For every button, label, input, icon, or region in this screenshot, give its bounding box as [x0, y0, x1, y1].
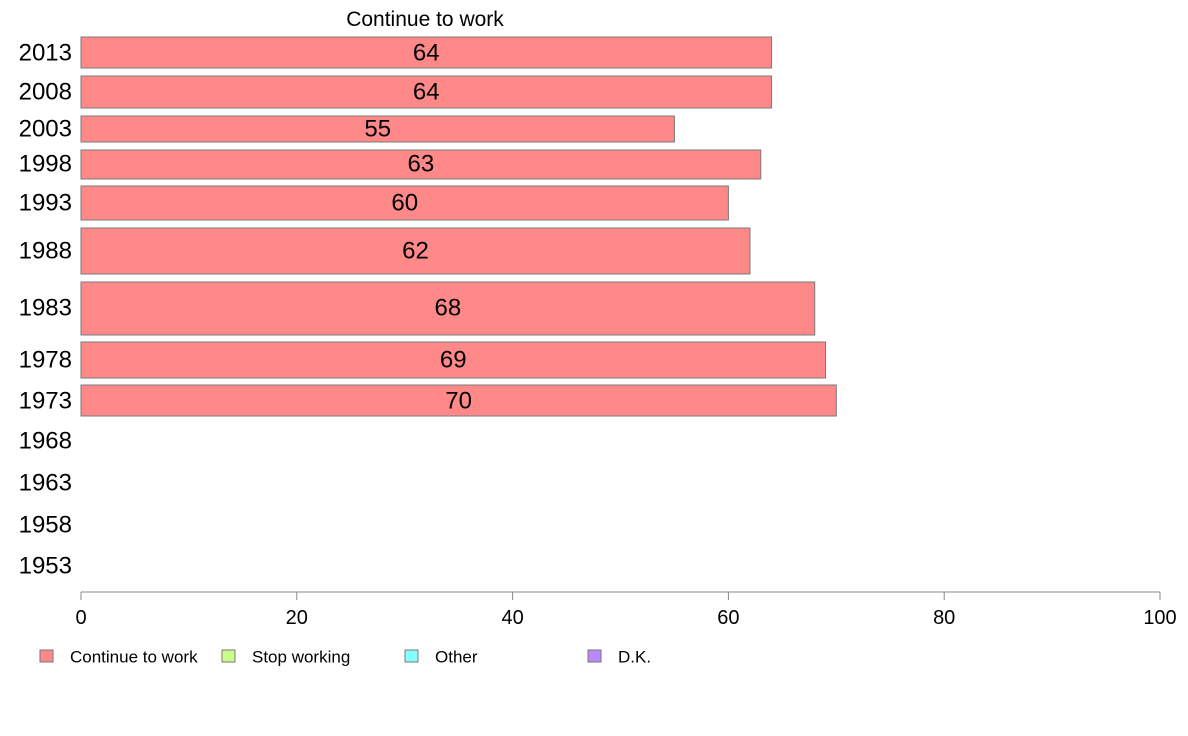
x-tick-label: 80: [933, 607, 955, 629]
bar: [80, 281, 816, 336]
bar-value-label: 69: [440, 347, 467, 374]
bar: [80, 185, 729, 221]
legend-swatch: [221, 649, 236, 663]
bar-value-label: 60: [391, 190, 418, 217]
category-label: 1968: [19, 428, 72, 455]
legend-label: D.K.: [618, 648, 651, 667]
category-label: 2003: [19, 116, 72, 143]
legend: Continue to work Stop working Other D.K.: [39, 648, 651, 667]
category-label: 1973: [19, 388, 72, 415]
category-label: 1993: [19, 190, 72, 217]
x-tick-label: 0: [75, 607, 86, 629]
category-label: 1963: [19, 470, 72, 497]
category-label: 2013: [19, 40, 72, 67]
bar-value-label: 70: [445, 388, 472, 415]
bar-value-label: 64: [413, 40, 440, 67]
category-label: 1988: [19, 238, 72, 265]
x-tick-label: 100: [1143, 607, 1176, 629]
category-label: 1998: [19, 151, 72, 178]
bars-group: 64 64 55 63 60 62 68 69 70: [80, 36, 837, 417]
x-tick-label: 20: [286, 607, 308, 629]
bar: [80, 75, 773, 109]
bar: [80, 36, 773, 69]
legend-label: Stop working: [252, 648, 350, 667]
panel-title: Continue to work: [346, 8, 504, 31]
legend-label: Continue to work: [70, 648, 198, 667]
legend-swatch: [404, 649, 419, 663]
x-tick-label: 40: [501, 607, 523, 629]
bar-value-label: 55: [364, 116, 391, 143]
category-label: 1978: [19, 347, 72, 374]
bar: [80, 384, 837, 417]
legend-label: Other: [435, 648, 478, 667]
category-label: 2008: [19, 79, 72, 106]
bar: [80, 227, 751, 275]
category-label: 1983: [19, 295, 72, 322]
category-labels: 2013 2008 2003 1998 1993 1988 1983 1978 1973 1968…: [19, 40, 72, 580]
legend-swatch: [39, 649, 54, 663]
bar: [80, 341, 827, 379]
bar: [80, 149, 762, 180]
bar-value-label: 62: [402, 238, 429, 265]
x-tick-label: 60: [717, 607, 739, 629]
bar-value-label: 68: [435, 295, 462, 322]
x-axis: 0 20 40 60 80 100: [75, 591, 1177, 629]
bar-value-label: 63: [408, 151, 435, 178]
category-label: 1953: [19, 553, 72, 580]
bar-value-label: 64: [413, 79, 440, 106]
bar: [80, 115, 675, 143]
legend-swatch: [587, 649, 602, 663]
category-label: 1958: [19, 512, 72, 539]
